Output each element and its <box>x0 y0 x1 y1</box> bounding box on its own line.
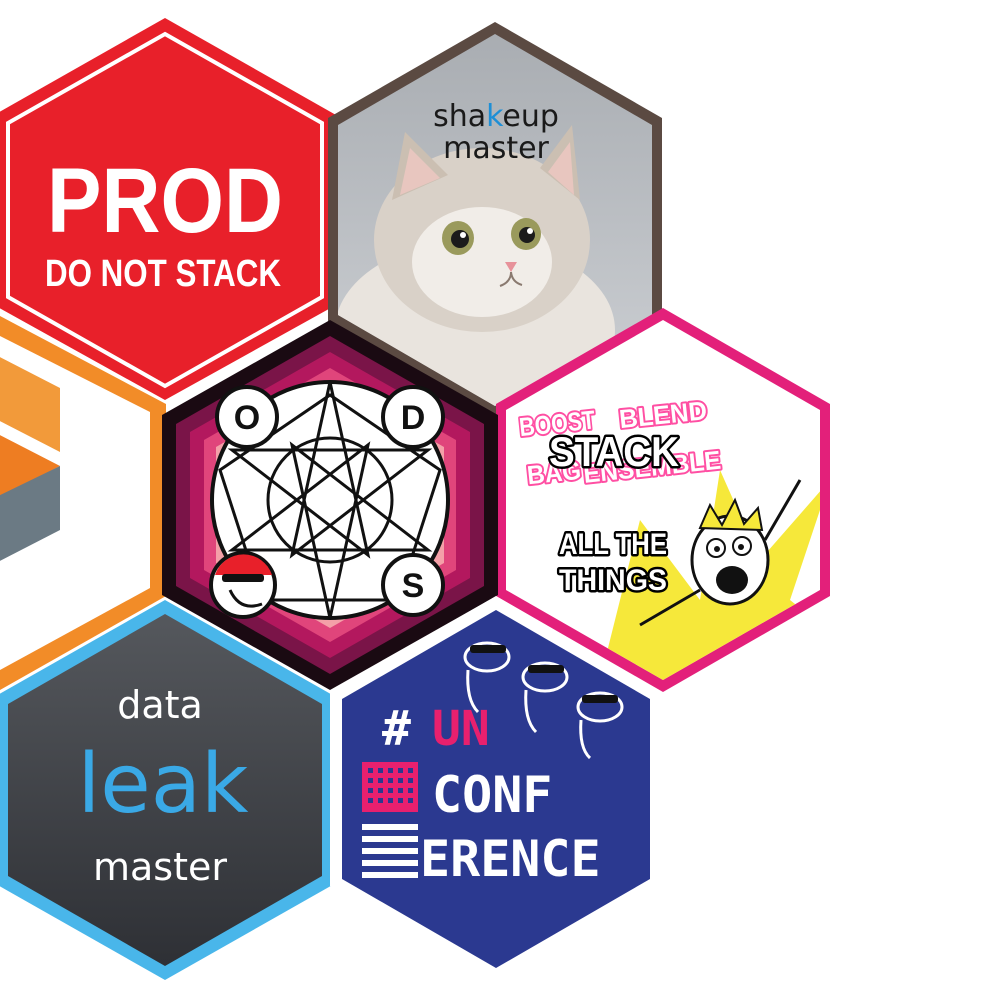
people-sunglasses-icon <box>463 641 624 760</box>
meme-character-icon <box>639 479 802 627</box>
orange-badge <box>0 316 166 690</box>
leak-line2: leak <box>78 737 249 832</box>
ods-letter-s: S <box>402 567 425 605</box>
white-stripes-icon <box>362 824 418 878</box>
prod-subtitle: DO NOT STACK <box>45 253 281 295</box>
ods-star-icon <box>210 380 450 620</box>
unconf-line1: UN <box>432 701 490 757</box>
leak-badge: data leak master <box>0 600 336 980</box>
leak-line3: master <box>93 845 227 889</box>
shakeup-word: shakeup <box>433 99 559 134</box>
shakeup-master: master <box>443 131 549 166</box>
prod-badge: PROD DO NOT STACK <box>0 18 336 400</box>
ods-letter-d: D <box>401 399 426 437</box>
stack-bg-word-bag: BAG <box>526 455 583 490</box>
sunglasses-bird-icon <box>209 551 277 619</box>
leak-line1: data <box>117 683 203 727</box>
unconf-badge: # UN CONF ERENCE <box>330 596 662 982</box>
ods-letter-o: O <box>234 399 260 437</box>
stack-title: STACK <box>549 428 679 475</box>
stack-caption-line1: ALL THE <box>559 528 667 561</box>
unconf-line2: CONF <box>432 766 552 824</box>
stack-badge: BOOST BLEND BAG ENSEMBLE STACK ALL THE T… <box>496 308 830 692</box>
pink-grid-icon <box>362 762 418 812</box>
unconf-hash: # <box>382 701 411 757</box>
unconf-line3: ERENCE <box>420 830 601 888</box>
prod-title: PROD <box>47 150 283 252</box>
ods-badge: O D S <box>162 320 498 690</box>
orange-badge-logo-icon <box>0 352 60 566</box>
stack-caption-line2: THINGS <box>559 564 667 597</box>
